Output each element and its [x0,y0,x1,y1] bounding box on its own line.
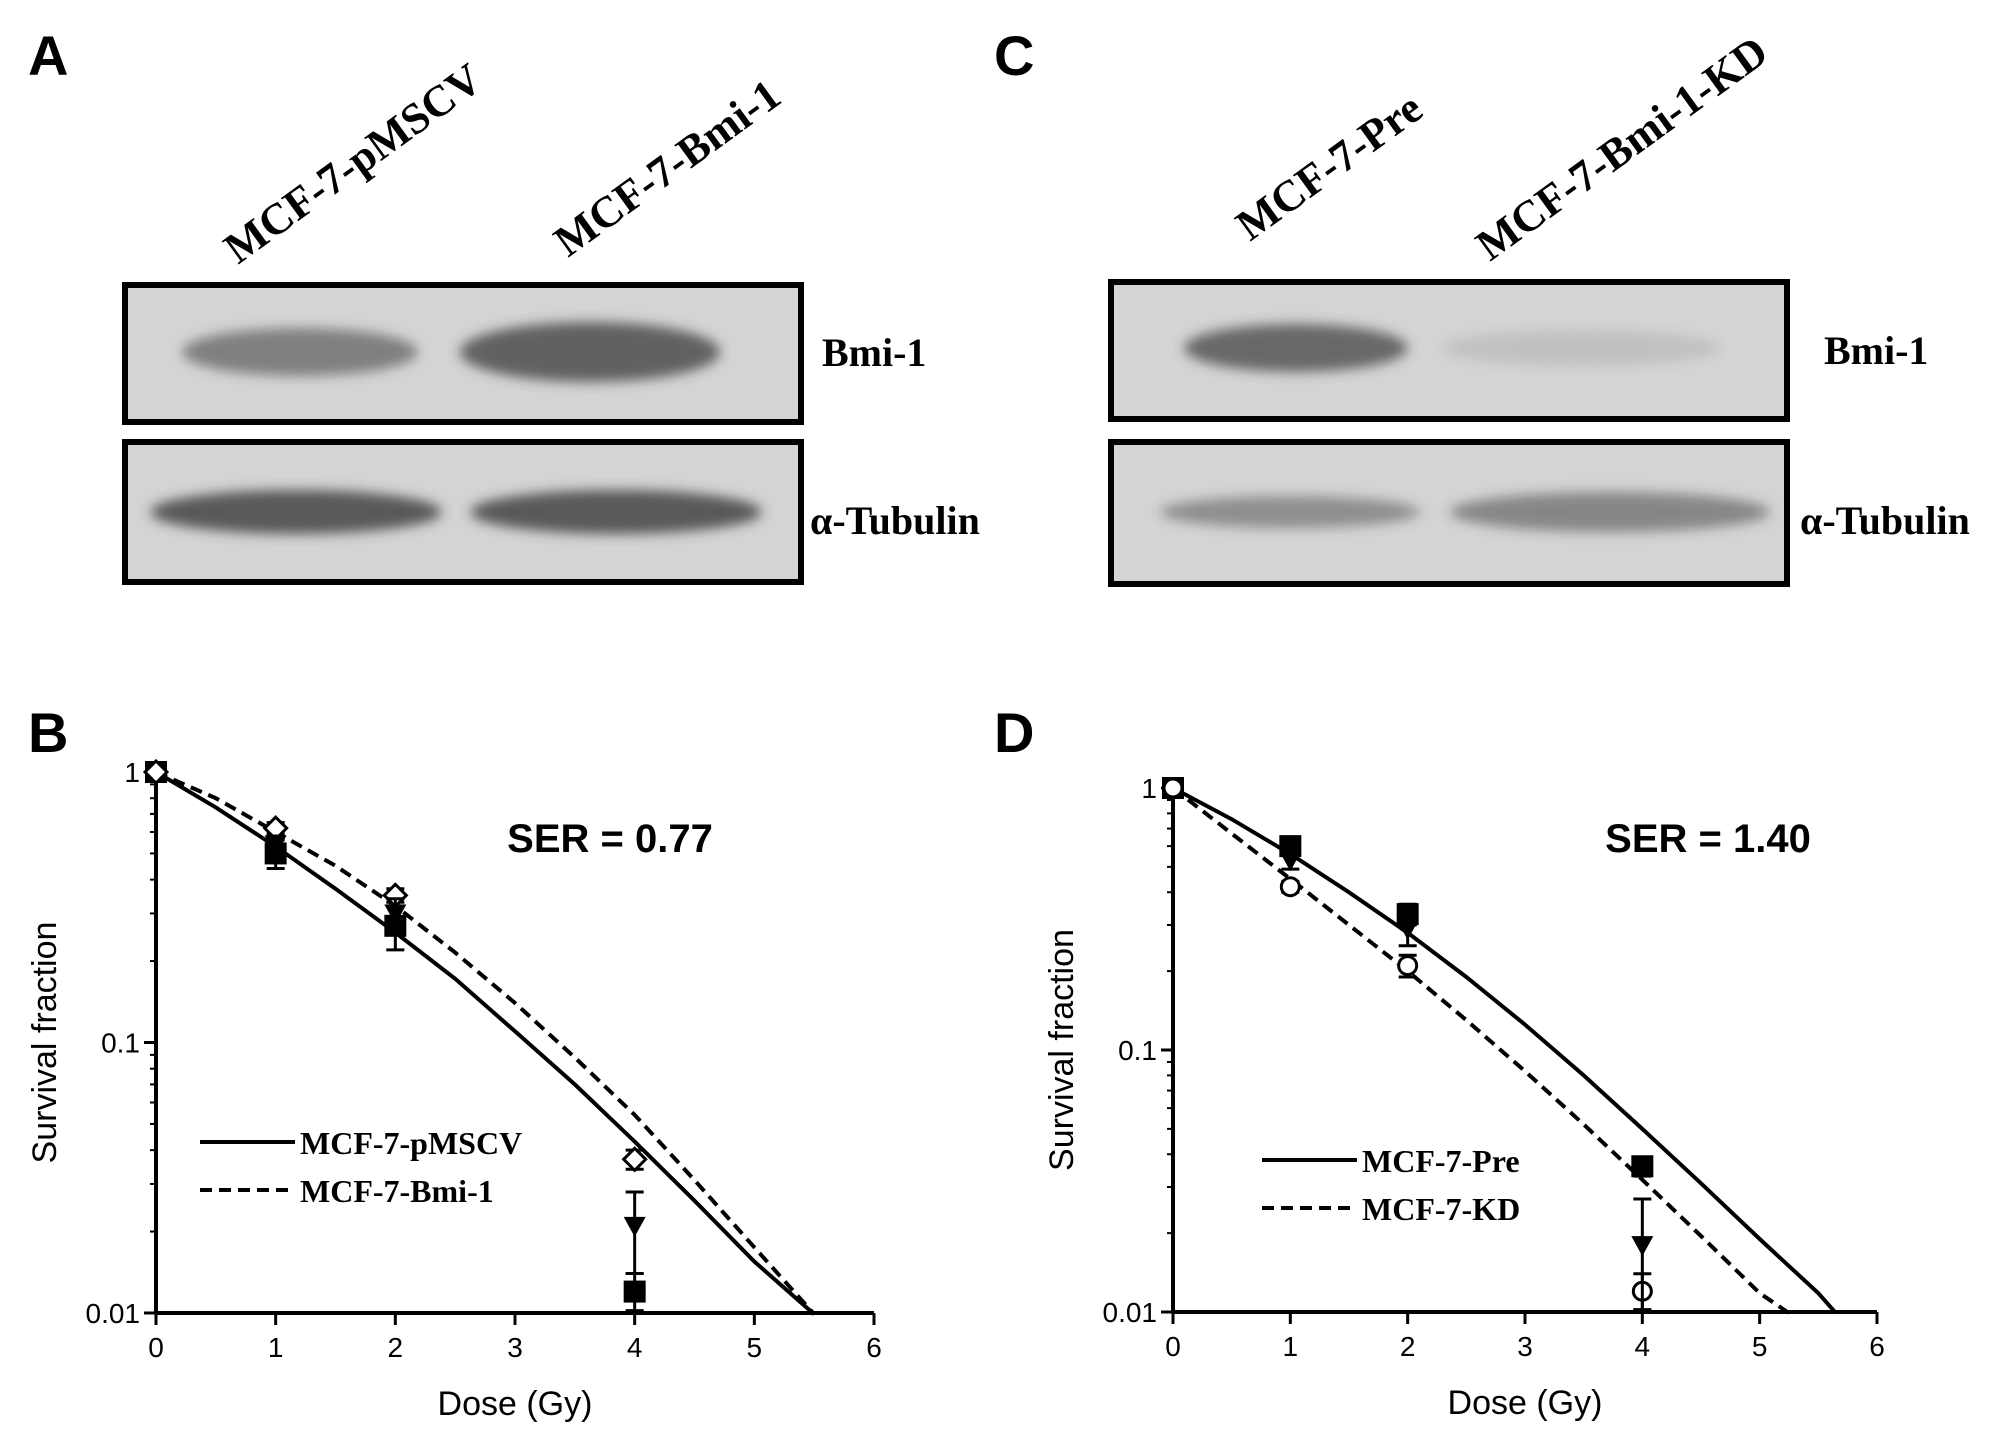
data-point-circle [1397,955,1419,977]
x-tick-label: 5 [1752,1331,1768,1362]
lane-label-c1: MCF-7-Pre [1227,83,1431,250]
y-tick-label: 1 [1141,773,1157,804]
x-tick-label: 0 [1165,1331,1181,1362]
series-line [155,770,816,1316]
x-tick-label: 1 [1283,1331,1299,1362]
panel-letter-c: C [994,24,1034,87]
blot-band [460,322,720,382]
x-tick-label: 2 [1400,1331,1416,1362]
blot-band [1160,496,1420,528]
x-tick-label: 5 [747,1332,763,1363]
x-tick-label: 3 [507,1332,523,1363]
series-line [1171,786,1791,1315]
band-label-a-tubulin: α-Tubulin [810,498,980,543]
data-point-square [623,1280,646,1303]
y-axis-title: Survival fraction [26,922,64,1164]
ser-annotation: SER = 1.40 [1605,817,1811,861]
x-tick-label: 6 [866,1332,882,1363]
y-tick-label: 0.1 [1118,1035,1157,1066]
legend-label: MCF-7-pMSCV [300,1125,522,1161]
y-tick-label: 1 [124,757,140,788]
blot-band [470,490,762,534]
lane-label-a2: MCF-7-Bmi-1 [545,70,789,266]
panel-letter-a: A [28,24,68,87]
data-point-triangle [1279,851,1302,872]
lane-label-c2: MCF-7-Bmi-1-KD [1467,26,1777,270]
y-tick-label: 0.01 [1103,1297,1158,1328]
x-tick-label: 0 [148,1332,164,1363]
data-point-triangle [384,904,407,925]
data-point-diamond [621,1146,648,1173]
legend-label: MCF-7-Bmi-1 [300,1173,494,1209]
lane-label-a1: MCF-7-pMSCV [215,54,491,273]
data-point-triangle [1631,1236,1654,1257]
chart-b-survival-curve: 0 1 2 3 4 5 6 1 0.1 0.01 Dose (Gy) Survival fractio… [26,757,882,1423]
band-label-c-bmi1: Bmi-1 [1824,328,1928,373]
data-point-triangle [264,835,287,856]
data-point-diamond [142,758,170,786]
blot-band [150,490,442,534]
legend-label: MCF-7-Pre [1362,1143,1520,1179]
series-line [154,770,816,1316]
band-label-c-tubulin: α-Tubulin [1800,498,1970,543]
x-tick-label: 2 [388,1332,404,1363]
western-blot-a: MCF-7-pMSCV MCF-7-Bmi-1 Bmi-1 α-Tubulin [122,54,980,585]
y-axis-title: Survival fraction [1043,929,1081,1171]
x-tick-label: 4 [627,1332,643,1363]
blot-band [1444,330,1720,366]
blot-band [1184,324,1408,372]
y-tick-label: 0.1 [101,1028,140,1059]
series-line [1172,786,1838,1315]
panel-letter-d: D [994,701,1034,764]
y-tick-label: 0.01 [86,1298,141,1329]
x-tick-label: 3 [1517,1331,1533,1362]
ser-annotation: SER = 0.77 [507,817,713,861]
data-point-square [1631,1155,1654,1178]
x-tick-label: 6 [1869,1331,1885,1362]
band-label-a-bmi1: Bmi-1 [822,330,926,375]
western-blot-c: MCF-7-Pre MCF-7-Bmi-1-KD Bmi-1 α-Tubulin [1108,26,1970,587]
x-tick-label: 1 [268,1332,284,1363]
data-point-triangle [623,1216,646,1237]
panel-letter-b: B [28,701,68,764]
x-axis-title: Dose (Gy) [1448,1384,1603,1422]
chart-d-survival-curve: 0 1 2 3 4 5 6 1 0.1 0.01 Dose (Gy) Survival fractio… [1043,773,1885,1422]
data-point-circle [1279,876,1301,898]
blot-band [182,328,418,376]
data-point-circle [1162,777,1184,799]
data-point-triangle [1396,919,1419,940]
blot-band [1450,492,1770,532]
legend-label: MCF-7-KD [1362,1191,1520,1227]
x-tick-label: 4 [1635,1331,1651,1362]
x-axis-title: Dose (Gy) [438,1385,593,1423]
